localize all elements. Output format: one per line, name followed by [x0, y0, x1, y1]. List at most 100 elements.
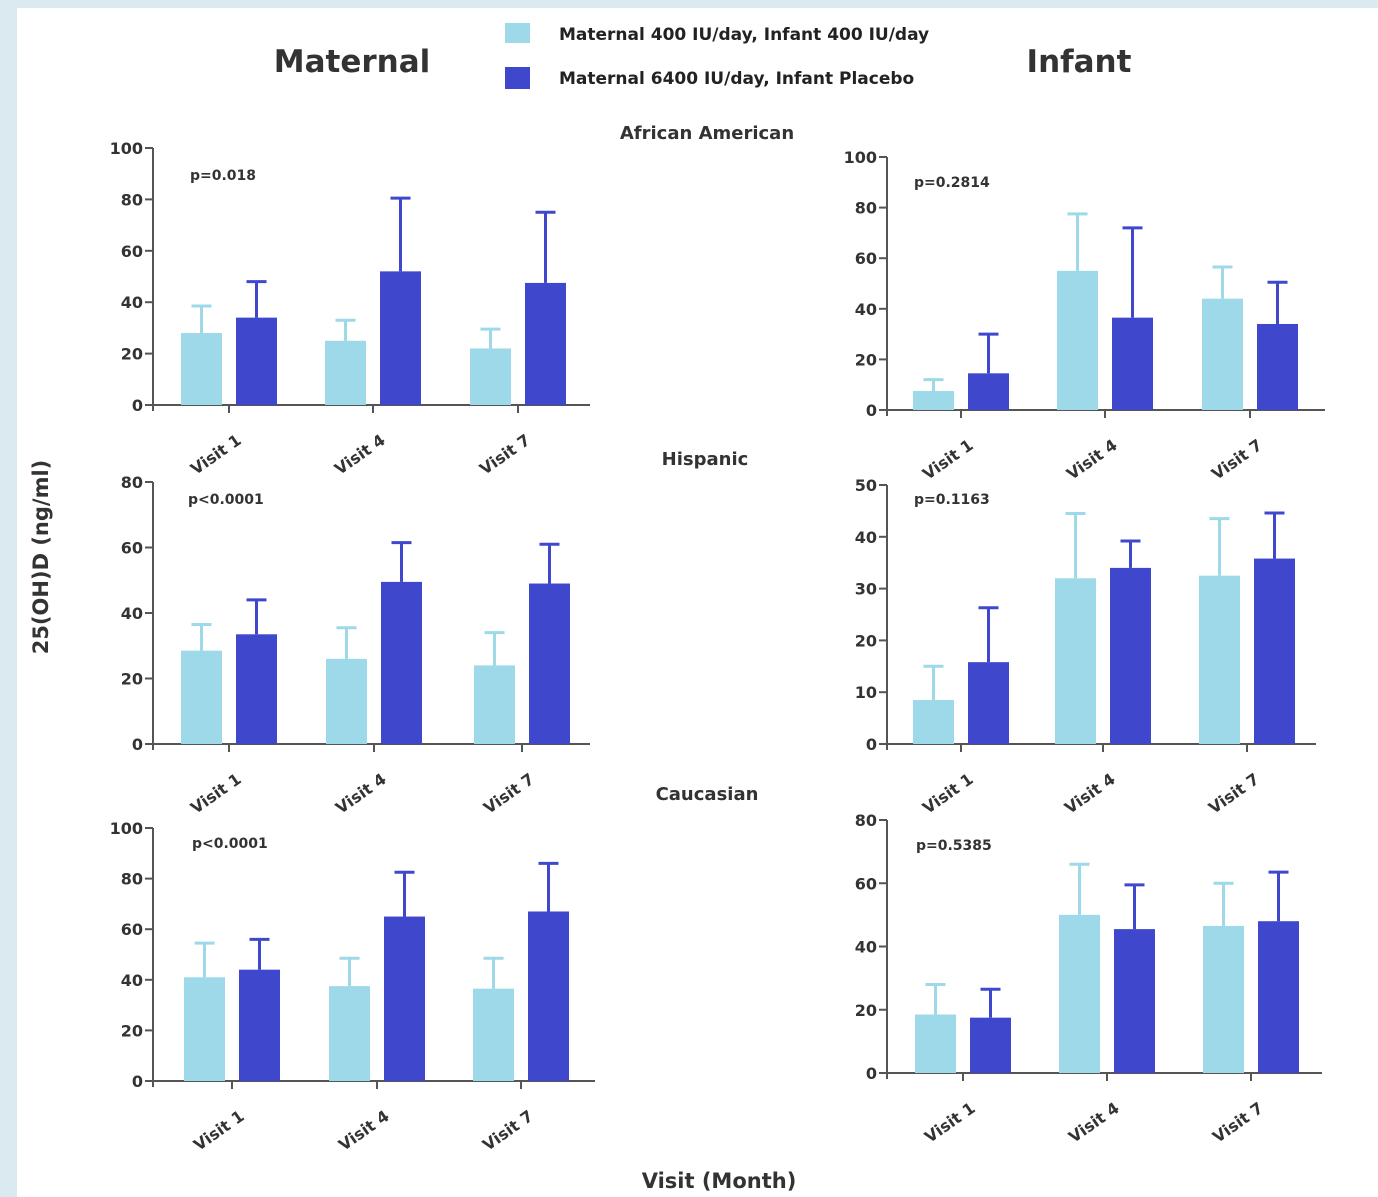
y-tick-label: 0 [866, 735, 877, 754]
infant-title: Infant [1027, 44, 1132, 80]
p-value-label: p=0.018 [190, 168, 256, 184]
bar [329, 986, 370, 1081]
bar [384, 916, 425, 1081]
bar [529, 583, 570, 744]
section-title-caucasian: Caucasian [656, 784, 759, 805]
bar [1057, 270, 1098, 410]
x-tick-label: Visit 4 [1061, 769, 1119, 817]
bar [1203, 925, 1244, 1073]
legend-label-dark: Maternal 6400 IU/day, Infant Placebo [559, 69, 914, 89]
y-tick-label: 60 [121, 539, 143, 558]
x-tick-label: Visit 1 [919, 435, 977, 483]
x-tick-label: Visit 1 [190, 1106, 248, 1154]
y-tick-label: 40 [855, 300, 877, 319]
section-title-african-american: African American [620, 123, 794, 144]
bar [913, 699, 954, 744]
y-tick-label: 0 [866, 1064, 877, 1083]
y-tick-label: 40 [121, 293, 143, 312]
y-tick-label: 80 [855, 811, 877, 830]
bar [968, 373, 1009, 410]
chart-maternal-hispanic: 0 20 40 60 80 Visit 1 Visit 4 Visit 7 p<0.0001 [121, 473, 590, 818]
x-tick-label: Visit 7 [1208, 435, 1266, 483]
y-tick-label: 100 [110, 139, 143, 158]
x-tick-label: Visit 7 [479, 1106, 537, 1154]
y-tick-label: 40 [121, 971, 143, 990]
y-tick-label: 40 [855, 938, 877, 957]
y-tick-label: 40 [121, 604, 143, 623]
y-tick-label: 20 [121, 670, 143, 689]
maternal-title: Maternal [274, 44, 431, 80]
x-tick-label: Visit 4 [335, 1106, 393, 1154]
bar [236, 317, 277, 405]
x-tick-label: Visit 7 [480, 769, 538, 817]
bar [236, 634, 277, 744]
p-value-label: p=0.2814 [914, 175, 990, 191]
p-value-label: p<0.0001 [192, 836, 268, 852]
y-tick-label: 20 [855, 631, 877, 650]
bar [326, 658, 367, 744]
chart-maternal-african-american: 0 20 40 60 80 100 Visit 1 Visit 4 Visit 7 p=0.018 [110, 139, 590, 479]
bar [380, 271, 421, 405]
bar [474, 665, 515, 744]
bar [1059, 914, 1100, 1073]
y-tick-label: 20 [121, 345, 143, 364]
bar [1055, 578, 1096, 744]
bar [1112, 317, 1153, 410]
bar [1199, 575, 1240, 744]
x-tick-label: Visit 4 [331, 430, 389, 478]
y-tick-label: 0 [132, 1072, 143, 1091]
bar [1110, 567, 1151, 744]
y-tick-label: 0 [866, 401, 877, 420]
bar [181, 650, 222, 744]
y-tick-label: 40 [855, 528, 877, 547]
y-tick-label: 20 [855, 1001, 877, 1020]
y-tick-label: 100 [844, 148, 877, 167]
x-tick-label: Visit 7 [1209, 1098, 1267, 1146]
x-tick-label: Visit 4 [1065, 1098, 1123, 1146]
bar [525, 282, 566, 405]
bar [239, 969, 280, 1081]
bar [325, 340, 366, 405]
bar [473, 988, 514, 1081]
y-tick-label: 0 [132, 735, 143, 754]
p-value-label: p<0.0001 [188, 492, 264, 508]
x-axis-title: Visit (Month) [642, 1169, 797, 1193]
y-tick-label: 80 [121, 473, 143, 492]
chart-infant-african-american: 0 20 40 60 80 100 Visit 1 Visit 4 Visit 7 p=0.281… [844, 148, 1325, 484]
bar [181, 333, 222, 405]
y-tick-label: 100 [110, 819, 143, 838]
p-value-label: p=0.1163 [914, 492, 990, 508]
x-tick-label: Visit 7 [476, 430, 534, 478]
x-tick-label: Visit 1 [921, 1098, 979, 1146]
bar [1257, 323, 1298, 410]
x-tick-label: Visit 4 [1063, 435, 1121, 483]
bar [970, 1017, 1011, 1073]
bar [470, 348, 511, 405]
bar [1114, 929, 1155, 1073]
bar [1258, 921, 1299, 1073]
x-tick-label: Visit 7 [1205, 769, 1263, 817]
y-tick-label: 60 [855, 874, 877, 893]
section-title-hispanic: Hispanic [662, 449, 749, 470]
legend: Maternal 400 IU/day, Infant 400 IU/day M… [505, 23, 929, 89]
chart-maternal-caucasian: 0 20 40 60 80 100 Visit 1 Visit 4 Visit 7 p<0.000… [110, 819, 595, 1155]
bar [915, 1014, 956, 1073]
y-tick-label: 20 [121, 1021, 143, 1040]
legend-swatch-dark [505, 67, 530, 89]
y-tick-label: 60 [855, 249, 877, 268]
bar [381, 581, 422, 744]
y-tick-label: 30 [855, 580, 877, 599]
chart-infant-caucasian: 0 20 40 60 80 Visit 1 Visit 4 Visit 7 p=0.5385 [855, 811, 1322, 1147]
bar [184, 977, 225, 1081]
x-tick-label: Visit 1 [187, 430, 245, 478]
y-tick-label: 20 [855, 350, 877, 369]
y-tick-label: 60 [121, 920, 143, 939]
bar [913, 391, 954, 410]
legend-swatch-light [505, 23, 530, 43]
bar [1254, 558, 1295, 744]
y-tick-label: 10 [855, 683, 877, 702]
y-tick-label: 50 [855, 476, 877, 495]
bar [968, 662, 1009, 744]
